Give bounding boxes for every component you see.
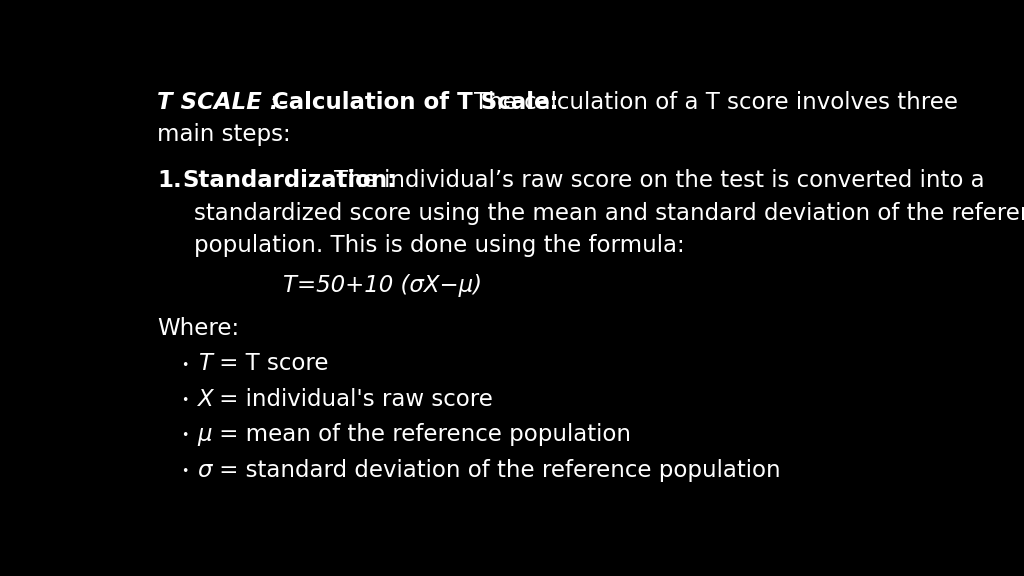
Text: = T score: = T score [212, 353, 329, 376]
Text: •: • [180, 430, 188, 442]
Text: = standard deviation of the reference population: = standard deviation of the reference po… [212, 458, 780, 482]
Text: T SCALE :-: T SCALE :- [158, 90, 289, 113]
Text: main steps:: main steps: [158, 123, 291, 146]
Text: •: • [180, 465, 188, 478]
Text: X: X [198, 388, 213, 411]
Text: 1.: 1. [158, 169, 182, 192]
Text: •: • [180, 359, 188, 372]
Text: σ: σ [198, 458, 212, 482]
Text: Calculation of T Scale:: Calculation of T Scale: [272, 90, 559, 113]
Text: = individual's raw score: = individual's raw score [212, 388, 493, 411]
Text: Where:: Where: [158, 317, 240, 340]
Text: The calculation of a T score involves three: The calculation of a T score involves th… [474, 90, 957, 113]
Text: Standardization:: Standardization: [182, 169, 396, 192]
Text: T: T [198, 353, 212, 376]
Text: = mean of the reference population: = mean of the reference population [212, 423, 631, 446]
Text: μ: μ [198, 423, 212, 446]
Text: •: • [180, 394, 188, 407]
Text: T=50+10 (σX−μ): T=50+10 (σX−μ) [283, 274, 482, 297]
Text: standardized score using the mean and standard deviation of the reference: standardized score using the mean and st… [194, 202, 1024, 225]
Text: population. This is done using the formula:: population. This is done using the formu… [194, 234, 684, 257]
Text: The individual’s raw score on the test is converted into a: The individual’s raw score on the test i… [334, 169, 985, 192]
